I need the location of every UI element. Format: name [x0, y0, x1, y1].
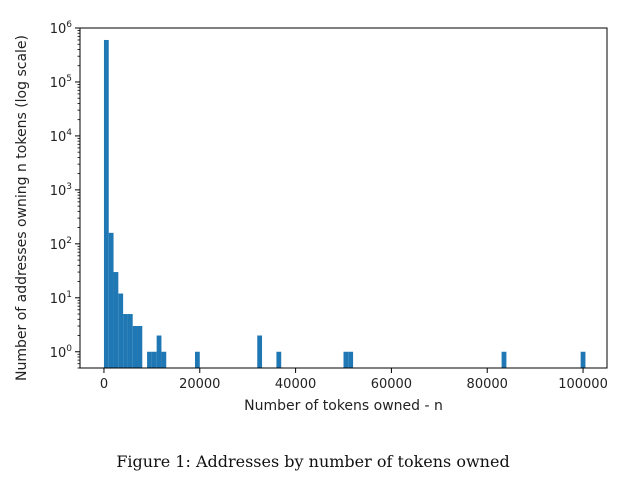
x-tick-label: 40000 — [275, 377, 316, 392]
bar-bin-12000 — [161, 351, 167, 368]
bar-bin-6000 — [132, 326, 138, 368]
x-tick-label: 0 — [100, 377, 108, 392]
bar-bin-11000 — [156, 335, 162, 368]
bar-bin-36000 — [276, 351, 282, 368]
bars-group — [103, 39, 586, 369]
y-tick-label: 106 — [50, 20, 73, 37]
y-tick-label: 105 — [50, 74, 72, 91]
x-tick-label: 80000 — [467, 377, 508, 392]
x-axis-label: Number of tokens owned - n — [244, 398, 443, 414]
x-tick-label: 20000 — [179, 377, 220, 392]
bar-bin-2000 — [113, 272, 119, 368]
y-tick-label: 103 — [50, 182, 72, 199]
bar-bin-4000 — [123, 314, 128, 368]
x-tick-label: 60000 — [371, 377, 412, 392]
plot-frame — [79, 27, 608, 369]
bar-bin-51000 — [348, 351, 354, 368]
bar-bin-83000 — [501, 351, 507, 368]
bar-bin-0 — [103, 39, 109, 369]
y-tick-label: 104 — [50, 128, 73, 145]
figure-caption: Figure 1: Addresses by number of tokens … — [116, 452, 510, 471]
y-tick-label: 102 — [50, 236, 72, 253]
y-tick-label: 101 — [50, 290, 72, 307]
bar-bin-3000 — [118, 293, 124, 368]
y-tick-label: 100 — [50, 344, 73, 361]
bar-bin-99500 — [580, 351, 586, 368]
bar-bin-10000 — [151, 351, 157, 368]
ticks-group: 0 20000 40000 60000 80000 100000 100 101 102 103 1… — [50, 20, 608, 392]
y-axis-label: Number of addresses owning n tokens (log… — [14, 35, 30, 381]
histogram-chart: 0 20000 40000 60000 80000 100000 100 101 102 103 1… — [14, 20, 608, 414]
x-tick-label: 100000 — [558, 377, 608, 392]
bar-bin-50000 — [343, 351, 349, 368]
bar-bin-5000 — [127, 314, 133, 368]
bar-bin-7000 — [137, 326, 143, 368]
bar-bin-1000 — [108, 232, 114, 368]
bar-bin-9000 — [147, 351, 152, 368]
bar-bin-32000 — [257, 335, 263, 368]
bar-bin-19000 — [194, 351, 200, 368]
